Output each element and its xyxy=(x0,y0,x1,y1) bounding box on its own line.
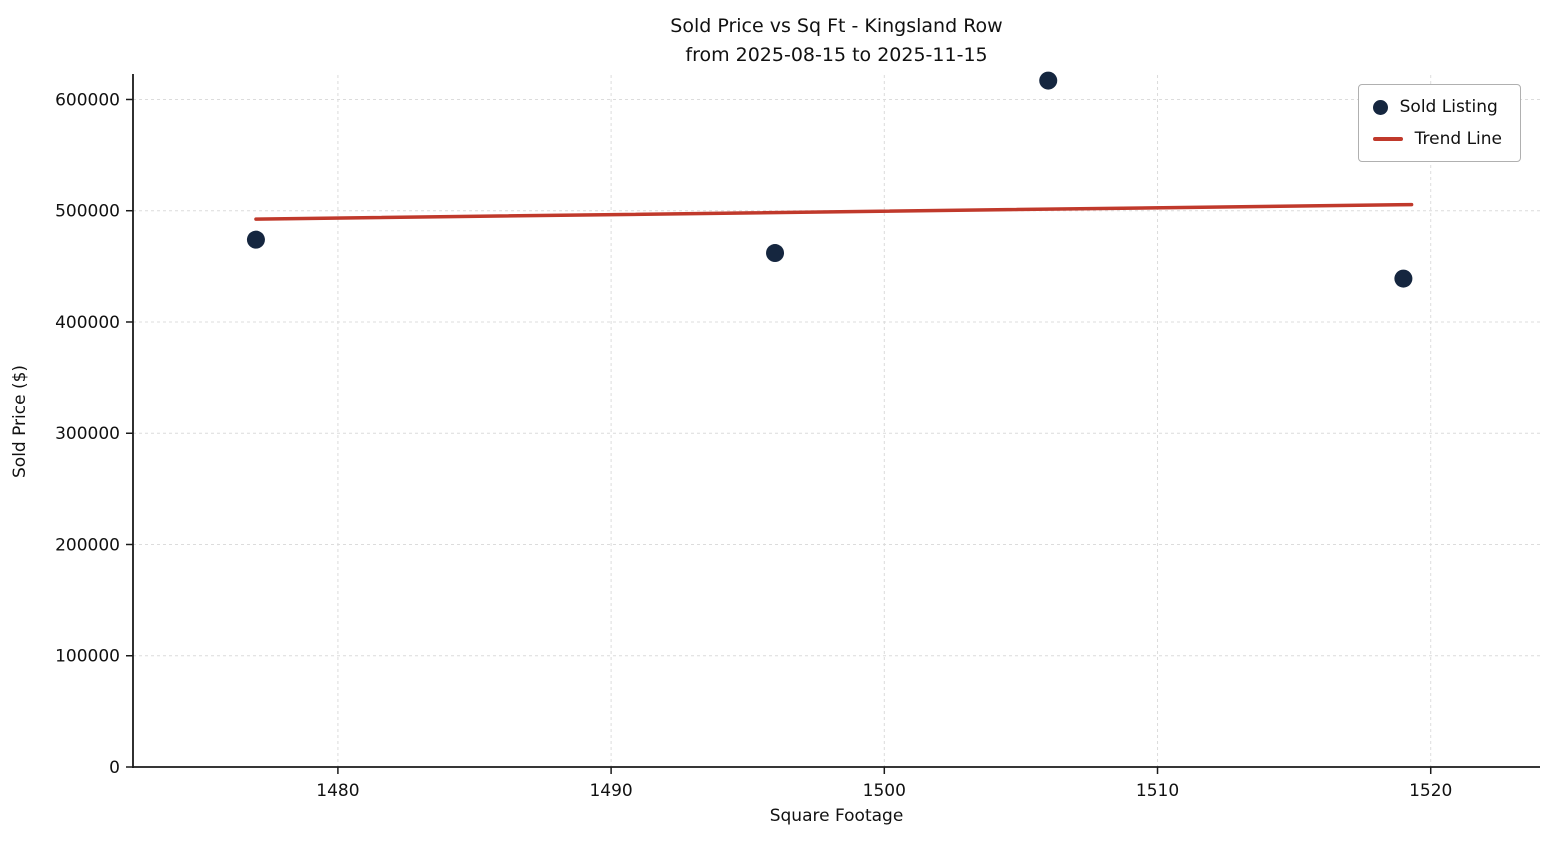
y-tick-label: 500000 xyxy=(55,202,120,222)
legend-item-trend-line: Trend Line xyxy=(1372,129,1502,149)
data-point xyxy=(246,230,265,249)
x-tick-label: 1480 xyxy=(316,781,359,801)
y-tick-label: 600000 xyxy=(55,90,120,110)
x-tick-label: 1500 xyxy=(863,781,906,801)
legend: Sold Listing Trend Line xyxy=(1357,84,1521,162)
chart-title: Sold Price vs Sq Ft - Kingsland Row xyxy=(670,15,1003,37)
trend-line xyxy=(254,202,1414,221)
y-tick-label: 200000 xyxy=(55,535,120,555)
legend-label-sold-listing: Sold Listing xyxy=(1399,97,1498,117)
x-axis-label: Square Footage xyxy=(769,806,904,826)
legend-dot-marker-icon xyxy=(1372,99,1388,115)
data-point xyxy=(1039,71,1058,90)
data-point xyxy=(1394,269,1413,288)
chart-title-block: Sold Price vs Sq Ft - Kingsland Row from… xyxy=(133,12,1540,69)
x-tick-label: 1510 xyxy=(1136,781,1179,801)
legend-label-trend-line: Trend Line xyxy=(1414,129,1502,149)
y-axis-label: Sold Price ($) xyxy=(10,364,30,478)
legend-line-marker-icon xyxy=(1372,137,1403,141)
x-tick-label: 1490 xyxy=(589,781,632,801)
x-tick-label: 1520 xyxy=(1409,781,1452,801)
y-tick-label: 0 xyxy=(109,758,120,778)
y-tick-label: 300000 xyxy=(55,424,120,444)
chart-subtitle: from 2025-08-15 to 2025-11-15 xyxy=(685,43,988,66)
y-tick-label: 400000 xyxy=(55,313,120,333)
data-point xyxy=(766,244,785,263)
legend-item-sold-listing: Sold Listing xyxy=(1372,97,1502,117)
y-tick-label: 100000 xyxy=(55,647,120,667)
